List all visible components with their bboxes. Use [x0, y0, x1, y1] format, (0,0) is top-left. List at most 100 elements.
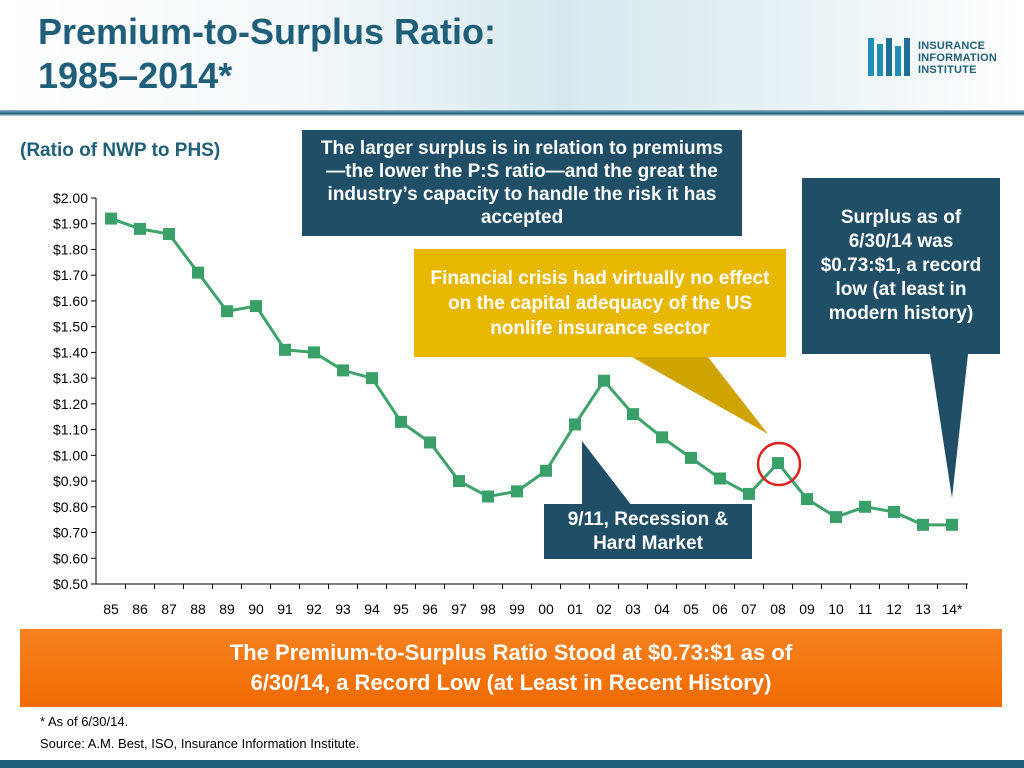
x-tick-label: 85: [103, 601, 119, 617]
x-tick-label: 86: [132, 601, 148, 617]
title-line-2: 1985–2014*: [38, 55, 233, 96]
data-point-04: [656, 431, 668, 444]
data-point-06: [714, 472, 726, 485]
data-point-96: [424, 436, 436, 449]
y-tick-label: $1.60: [53, 293, 88, 309]
data-point-07: [743, 487, 755, 500]
y-tick-label: $0.60: [53, 550, 88, 566]
footer-divider: [0, 760, 1024, 768]
data-point-10: [830, 511, 842, 524]
x-tick-label: 91: [277, 601, 293, 617]
data-point-02: [598, 374, 610, 387]
data-point-01: [569, 418, 581, 431]
data-point-00: [540, 464, 552, 477]
y-tick-label: $0.90: [53, 473, 88, 489]
data-point-98: [482, 490, 494, 503]
y-tick-label: $2.00: [53, 190, 88, 206]
y-tick-label: $1.30: [53, 370, 88, 386]
summary-banner: The Premium-to-Surplus Ratio Stood at $0…: [20, 629, 1002, 707]
x-tick-label: 92: [306, 601, 322, 617]
data-point-85: [105, 212, 117, 225]
line-chart: $2.00 $1.90 $1.80 $1.70 $1.60 $1.50 $1.40 $1.30…: [53, 190, 968, 617]
x-tick-label: 08: [770, 601, 786, 617]
x-tick-label: 00: [538, 601, 554, 617]
data-point-08: [772, 457, 784, 470]
y-tick-label: $1.70: [53, 267, 88, 283]
x-tick-label: 98: [480, 601, 496, 617]
record-callout-pointer: [930, 354, 968, 498]
x-tick-label: 95: [393, 601, 409, 617]
x-tick-label: 96: [422, 601, 438, 617]
iii-logo-icon: [868, 38, 910, 76]
data-point-05: [685, 451, 697, 464]
series-markers: [105, 212, 958, 531]
callout-pointers: [582, 354, 968, 506]
x-tick-label: 97: [451, 601, 467, 617]
x-tick-label: 06: [712, 601, 728, 617]
logo-text-line-1: INSURANCE: [918, 40, 986, 52]
banner-line-2: 6/30/14, a Record Low (at Least in Recen…: [250, 670, 772, 695]
data-point-11: [859, 500, 871, 513]
data-point-91: [279, 343, 291, 356]
x-tick-label: 89: [219, 601, 235, 617]
data-point-93: [337, 364, 349, 377]
x-tick-label: 99: [509, 601, 525, 617]
y-tick-label: $1.10: [53, 422, 88, 438]
page-title: Premium-to-Surplus Ratio: 1985–2014*: [38, 10, 496, 98]
x-tick-label: 07: [741, 601, 757, 617]
data-point-95: [395, 415, 407, 428]
data-point-09: [801, 493, 813, 506]
x-tick-label: 13: [915, 601, 931, 617]
header-background: [0, 0, 1024, 112]
x-tick-label: 03: [625, 601, 641, 617]
x-tick-label: 01: [567, 601, 583, 617]
x-tick-label: 11: [858, 601, 873, 617]
x-tick-label: 90: [248, 601, 264, 617]
y-tick-label: $1.20: [53, 396, 88, 412]
recession-callout-pointer: [582, 441, 632, 506]
data-point-86: [134, 222, 146, 235]
highlight-circle: [756, 441, 802, 487]
y-axis-label: (Ratio of NWP to PHS): [20, 140, 221, 161]
data-point-87: [163, 228, 175, 241]
logo-text-line-3: INSTITUTE: [918, 64, 977, 76]
x-tick-label: 94: [364, 601, 380, 617]
crisis-callout-pointer: [632, 357, 768, 434]
iii-logo: INSURANCE INFORMATION INSTITUTE: [868, 36, 1018, 82]
data-point-13: [917, 518, 929, 531]
surplus-relation-callout: The larger surplus is in relation to pre…: [302, 130, 742, 236]
y-tick-labels: $2.00 $1.90 $1.80 $1.70 $1.60 $1.50 $1.40 $1.30…: [53, 190, 88, 592]
data-point-12: [888, 505, 900, 518]
x-tick-label: 04: [654, 601, 670, 617]
data-point-92: [308, 346, 320, 359]
x-tick-label: 02: [596, 601, 612, 617]
data-point-89: [221, 305, 233, 318]
data-point-94: [366, 372, 378, 385]
y-tick-label: $1.50: [53, 319, 88, 335]
x-tick-label: 09: [799, 601, 815, 617]
data-point-14*: [946, 518, 958, 531]
data-point-88: [192, 266, 204, 279]
header-divider: [0, 110, 1024, 116]
logo-text-line-2: INFORMATION: [918, 52, 997, 64]
x-tick-label: 87: [161, 601, 177, 617]
source-note: Source: A.M. Best, ISO, Insurance Inform…: [40, 736, 360, 751]
record-low-callout: Surplus as of 6/30/14 was $0.73:$1, a re…: [802, 178, 1000, 354]
data-point-99: [511, 485, 523, 498]
x-tick-label: 05: [683, 601, 699, 617]
data-point-97: [453, 475, 465, 488]
x-tick-label: 88: [190, 601, 206, 617]
y-tick-label: $0.50: [53, 576, 88, 592]
financial-crisis-callout: Financial crisis had virtually no effect…: [414, 249, 786, 357]
y-tick-label: $1.40: [53, 344, 88, 360]
y-tick-label: $1.90: [53, 216, 88, 232]
x-tick-labels: 85 86 87 88 89 90 91 92 93 94 95 96 97 98 99 00 01 02 03 04…: [103, 601, 963, 617]
data-point-03: [627, 408, 639, 421]
footnote: * As of 6/30/14.: [40, 714, 129, 729]
x-tick-label: 14*: [941, 601, 963, 617]
x-tick-label: 93: [335, 601, 351, 617]
x-tick-label: 12: [886, 601, 902, 617]
y-tick-label: $0.80: [53, 499, 88, 515]
y-tick-label: $1.00: [53, 447, 88, 463]
recession-callout: 9/11, Recession & Hard Market: [544, 504, 752, 559]
